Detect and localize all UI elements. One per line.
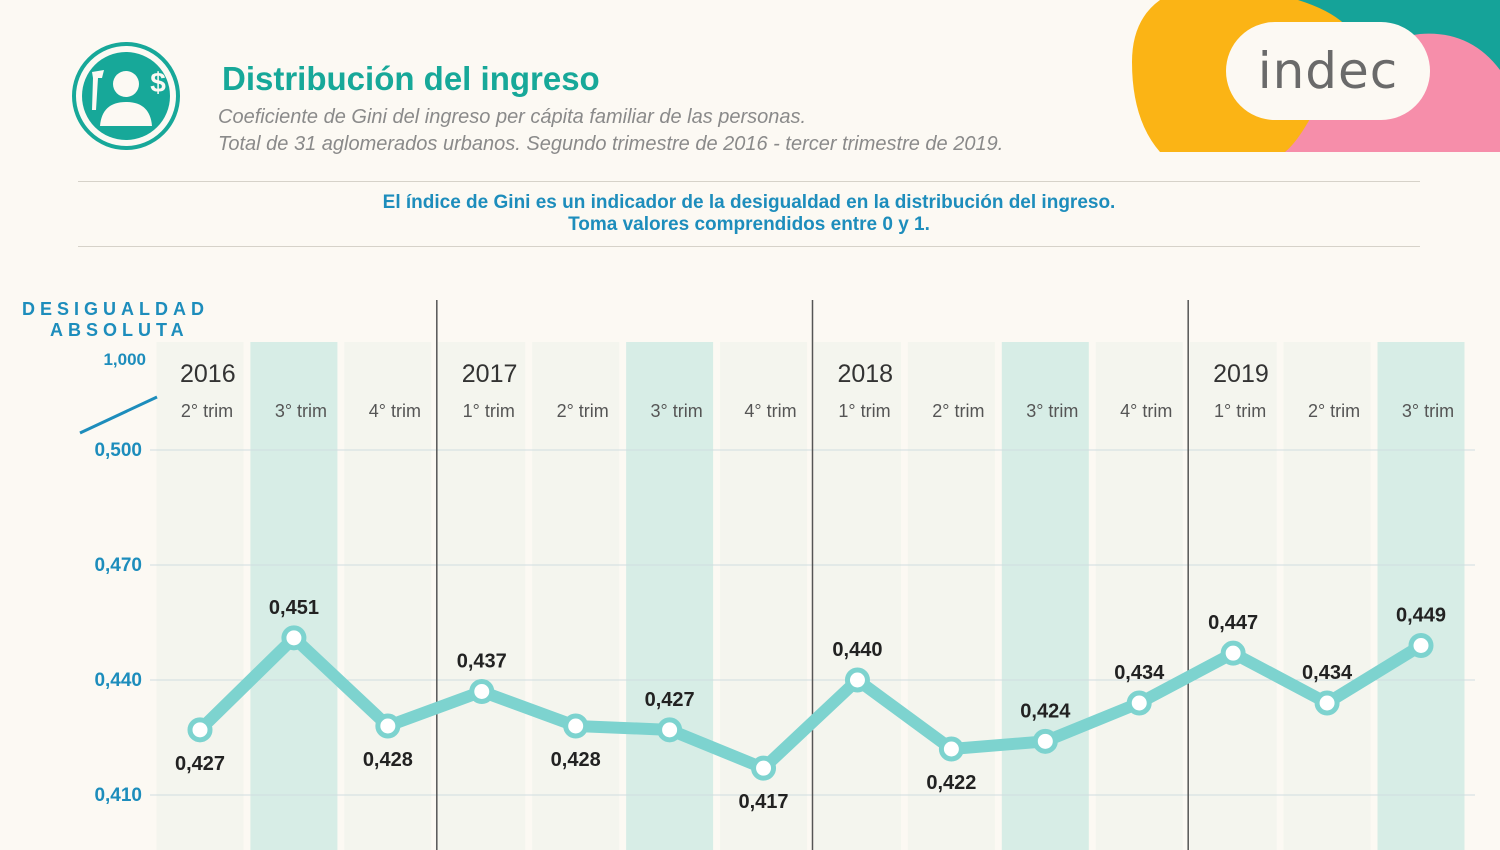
quarter-label: 2° trim bbox=[932, 401, 984, 421]
quarter-label: 4° trim bbox=[744, 401, 796, 421]
subtitle-line-2: Total de 31 aglomerados urbanos. Segundo… bbox=[218, 133, 1004, 155]
column-band bbox=[813, 342, 901, 850]
y-axis-title-line-1: DESIGUALDAD bbox=[22, 299, 210, 319]
column-band bbox=[1283, 342, 1371, 850]
top-divider bbox=[78, 181, 1420, 182]
data-point bbox=[1032, 728, 1058, 754]
quarter-label: 3° trim bbox=[1026, 401, 1078, 421]
column-band bbox=[1001, 342, 1089, 850]
y-tick-label: 1,000 bbox=[103, 350, 146, 369]
column-band bbox=[156, 342, 244, 850]
series-line bbox=[194, 631, 1427, 775]
data-label: 0,437 bbox=[457, 651, 507, 673]
quarter-label: 2° trim bbox=[1308, 401, 1360, 421]
year-label: 2018 bbox=[837, 360, 893, 388]
data-label: 0,434 bbox=[1114, 662, 1165, 684]
data-point bbox=[1408, 633, 1434, 658]
quarter-label: 1° trim bbox=[463, 401, 515, 421]
data-point bbox=[469, 679, 495, 704]
data-label: 0,451 bbox=[269, 597, 319, 619]
y-tick-label: 0,410 bbox=[94, 785, 142, 806]
data-point bbox=[187, 717, 213, 743]
column-band bbox=[1377, 342, 1465, 850]
column-band bbox=[1095, 342, 1183, 850]
gini-note-line-2: Toma valores comprendidos entre 0 y 1. bbox=[568, 214, 930, 235]
data-point bbox=[563, 713, 589, 739]
y-tick-label: 0,440 bbox=[94, 670, 142, 691]
column-band bbox=[626, 342, 714, 850]
data-point bbox=[938, 736, 964, 762]
data-label: 0,447 bbox=[1208, 612, 1258, 634]
quarter-label: 3° trim bbox=[275, 401, 327, 421]
year-label: 2019 bbox=[1213, 360, 1269, 388]
y-axis-title-line-2: ABSOLUTA bbox=[50, 320, 189, 340]
person-wrench-dollar-icon: $ bbox=[70, 40, 182, 152]
data-label: 0,427 bbox=[645, 689, 695, 711]
data-point bbox=[1314, 690, 1340, 716]
data-label: 0,440 bbox=[832, 639, 882, 661]
data-label: 0,422 bbox=[926, 772, 976, 794]
data-label: 0,427 bbox=[175, 753, 225, 775]
quarter-label: 1° trim bbox=[1214, 401, 1266, 421]
quarter-label: 3° trim bbox=[651, 401, 703, 421]
data-label: 0,428 bbox=[363, 749, 413, 771]
year-label: 2016 bbox=[180, 360, 236, 388]
bottom-divider bbox=[78, 246, 1420, 247]
quarter-label: 1° trim bbox=[838, 401, 890, 421]
data-label: 0,424 bbox=[1020, 700, 1071, 722]
quarter-label: 4° trim bbox=[1120, 401, 1172, 421]
data-point bbox=[375, 713, 401, 739]
column-band bbox=[250, 342, 338, 850]
y-tick-label: 0,470 bbox=[94, 555, 142, 576]
subtitle-line-1: Coeficiente de Gini del ingreso per cápi… bbox=[218, 106, 807, 128]
column-band bbox=[344, 342, 432, 850]
indec-logo: indec bbox=[1226, 22, 1430, 120]
data-point bbox=[1126, 690, 1152, 716]
quarter-label: 2° trim bbox=[181, 401, 233, 421]
quarter-label: 4° trim bbox=[369, 401, 421, 421]
year-label: 2017 bbox=[462, 360, 518, 388]
quarter-label: 2° trim bbox=[557, 401, 609, 421]
column-band bbox=[907, 342, 995, 850]
data-point bbox=[844, 667, 870, 693]
data-label: 0,449 bbox=[1396, 605, 1446, 627]
data-point bbox=[1220, 640, 1246, 666]
page-title: Distribución del ingreso bbox=[222, 60, 600, 97]
axis-break-mark bbox=[79, 395, 158, 435]
gini-note-line-1: El índice de Gini es un indicador de la … bbox=[382, 192, 1116, 213]
svg-text:$: $ bbox=[150, 67, 166, 98]
data-label: 0,434 bbox=[1302, 662, 1353, 684]
data-point bbox=[751, 755, 777, 781]
column-band bbox=[1189, 342, 1277, 850]
data-point bbox=[281, 625, 307, 651]
column-band bbox=[532, 342, 620, 850]
data-point bbox=[657, 717, 683, 743]
data-label: 0,417 bbox=[739, 791, 789, 813]
column-band bbox=[438, 342, 526, 850]
quarter-label: 3° trim bbox=[1402, 401, 1454, 421]
data-label: 0,428 bbox=[551, 749, 601, 771]
y-tick-label: 0,500 bbox=[94, 440, 142, 461]
